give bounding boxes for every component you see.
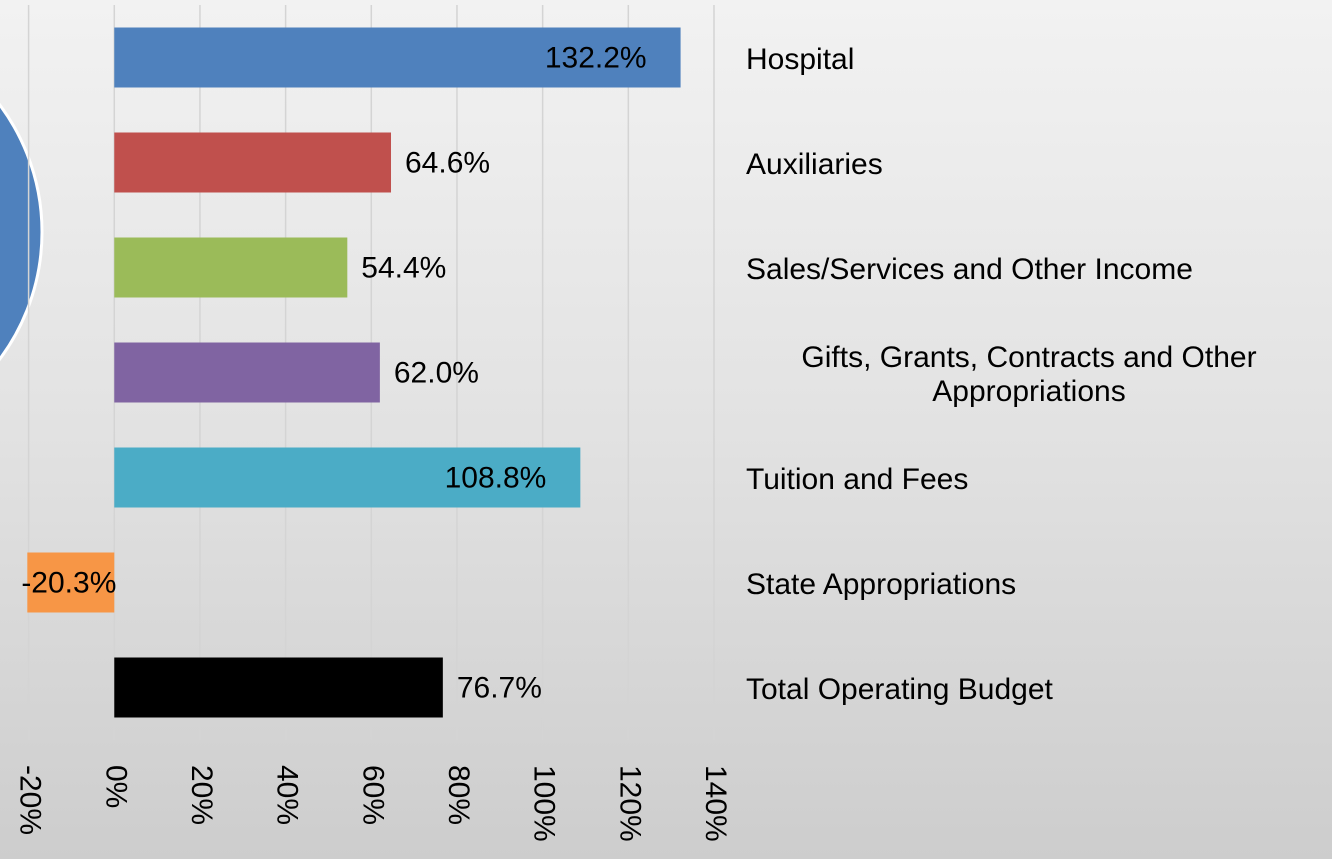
- x-tick-label: 60%: [356, 765, 389, 825]
- bar: [114, 447, 581, 508]
- x-tick-label: 0%: [99, 765, 132, 808]
- bar: [114, 657, 443, 718]
- category-label: Sales/Services and Other Income: [746, 252, 1193, 286]
- x-tick-label: 120%: [613, 765, 646, 842]
- category-label: Auxiliaries: [746, 147, 883, 181]
- x-tick-label: 20%: [185, 765, 218, 825]
- data-label: 76.7%: [457, 671, 542, 704]
- category-label: Total Operating Budget: [746, 672, 1053, 706]
- category-label: Tuition and Fees: [746, 462, 969, 496]
- category-label: State Appropriations: [746, 567, 1017, 601]
- x-tick-label: 100%: [528, 765, 561, 842]
- category-label: Gifts, Grants, Contracts and Other Appro…: [801, 340, 1257, 408]
- category-label: Hospital: [746, 42, 855, 76]
- data-label: -20.3%: [21, 566, 116, 599]
- bar: [114, 27, 681, 88]
- x-tick-label: 40%: [271, 765, 304, 825]
- decorative-circle: [0, 102, 44, 362]
- bar: [27, 552, 115, 613]
- x-tick-label: 80%: [442, 765, 475, 825]
- bar: [114, 237, 348, 298]
- data-label: 108.8%: [445, 461, 547, 494]
- data-label: 62.0%: [394, 356, 479, 389]
- bar: [114, 342, 380, 403]
- x-tick-label: 140%: [699, 765, 732, 842]
- data-label: 132.2%: [545, 41, 647, 74]
- data-label: 64.6%: [405, 146, 490, 179]
- bar: [114, 132, 392, 193]
- x-tick-label: -20%: [14, 765, 47, 835]
- data-label: 54.4%: [361, 251, 446, 284]
